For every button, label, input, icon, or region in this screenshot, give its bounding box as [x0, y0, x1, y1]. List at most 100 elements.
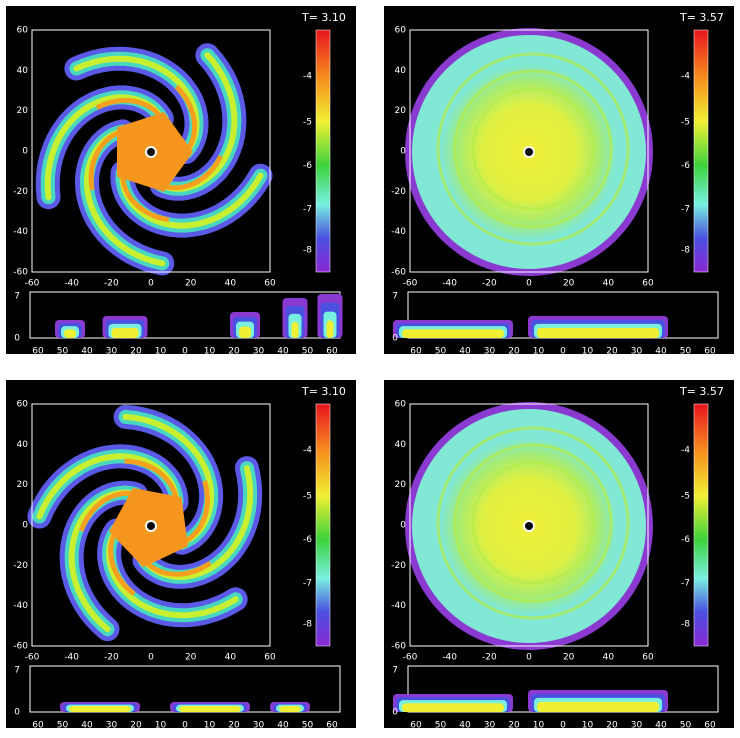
colorbar-tick-label: -7: [303, 205, 312, 215]
center-hole: [525, 148, 533, 156]
strip-y-tick-label: 7: [392, 292, 398, 302]
strip-x-tick-label: 0: [182, 347, 188, 357]
strip-x-tick-label: 60: [326, 721, 338, 731]
x-tick-label: -20: [104, 279, 119, 289]
x-tick-label: 60: [642, 279, 654, 289]
density-map: [35, 43, 273, 276]
strip-x-tick-label: 30: [631, 347, 643, 357]
x-tick-label: 60: [264, 279, 276, 289]
disk-ring: [471, 87, 595, 211]
strip-y-tick-label: 0: [14, 334, 20, 344]
colorbar-tick-label: -7: [681, 205, 690, 215]
strip-x-tick-label: 40: [655, 347, 667, 357]
strip-x-tick-label: 0: [182, 721, 188, 731]
colorbar-tick-label: -5: [681, 491, 690, 501]
time-label: T= 3.57: [679, 385, 724, 398]
time-label: T= 3.10: [301, 11, 346, 24]
x-tick-label: 40: [225, 653, 237, 663]
strip-x-tick-label: 20: [508, 347, 520, 357]
colorbar-tick-label: -8: [303, 246, 312, 256]
strip-x-tick-label: 40: [277, 347, 289, 357]
strip-x-tick-label: 60: [32, 721, 44, 731]
y-tick-label: 20: [395, 106, 407, 116]
spiral-arm: [142, 558, 212, 577]
center-hole: [147, 522, 155, 530]
strip-x-tick-label: 50: [435, 347, 447, 357]
strip-x-tick-label: 50: [57, 721, 69, 731]
x-tick-label: -60: [25, 653, 40, 663]
strip-x-tick-label: 10: [204, 721, 216, 731]
plot-frame: [31, 29, 271, 273]
strip-band: [69, 705, 131, 712]
y-tick-label: 40: [395, 66, 407, 76]
time-label: T= 3.10: [301, 385, 346, 398]
y-tick-label: -60: [391, 268, 406, 278]
strip-band: [279, 705, 301, 712]
y-tick-label: -60: [13, 268, 28, 278]
strip-band: [291, 321, 299, 338]
y-tick-label: 0: [400, 147, 406, 157]
y-tick-label: 0: [400, 521, 406, 531]
x-tick-label: 20: [563, 653, 575, 663]
strip-x-tick-label: 30: [253, 347, 265, 357]
density-map: [405, 28, 653, 276]
colorbar: [315, 403, 331, 647]
x-tick-label: -20: [482, 279, 497, 289]
y-tick-label: -40: [13, 227, 28, 237]
x-tick-label: 0: [526, 653, 532, 663]
center-hole: [147, 148, 155, 156]
disk-ring: [436, 426, 630, 620]
colorbar-tick-label: -5: [681, 117, 690, 127]
spiral-arm: [88, 128, 124, 191]
strip-x-tick-label: 30: [631, 721, 643, 731]
density-map: [27, 404, 263, 642]
strip-x-tick-label: 10: [155, 347, 167, 357]
strip-x-tick-label: 60: [704, 721, 716, 731]
strip-band: [111, 327, 139, 338]
y-tick-label: 60: [395, 26, 407, 36]
strip-y-tick-label: 0: [14, 708, 20, 718]
x-tick-label: 40: [603, 653, 615, 663]
strip-x-tick-label: 50: [435, 721, 447, 731]
colorbar-tick-label: -4: [681, 71, 690, 81]
y-tick-label: 20: [17, 480, 29, 490]
strip-x-tick-label: 60: [704, 347, 716, 357]
y-tick-label: 0: [22, 521, 28, 531]
spiral-arm: [160, 154, 224, 191]
plot-frame: [409, 403, 649, 647]
strip-x-tick-label: 40: [655, 721, 667, 731]
colorbar: [315, 29, 331, 273]
strip-y-tick-label: 7: [14, 666, 20, 676]
strip-map: [60, 702, 310, 712]
colorbar-tick-label: -5: [303, 117, 312, 127]
y-tick-label: -60: [13, 642, 28, 652]
strip-x-tick-label: 0: [560, 347, 566, 357]
colorbar-tick-label: -6: [681, 535, 690, 545]
x-tick-label: -40: [442, 279, 457, 289]
x-tick-label: 0: [526, 279, 532, 289]
y-tick-label: 60: [395, 400, 407, 410]
x-tick-label: 20: [185, 279, 197, 289]
strip-x-tick-label: 10: [533, 721, 545, 731]
spiral-arm: [174, 85, 197, 154]
strip-x-tick-label: 20: [228, 347, 240, 357]
strip-band: [402, 329, 504, 338]
strip-x-tick-label: 30: [106, 721, 118, 731]
x-tick-label: -20: [482, 653, 497, 663]
x-tick-label: 20: [563, 279, 575, 289]
y-tick-label: -40: [391, 601, 406, 611]
y-tick-label: -20: [391, 561, 406, 571]
density-map: [405, 402, 653, 650]
disk-ring: [471, 461, 595, 585]
strip-x-tick-label: 60: [410, 721, 422, 731]
colorbar-tick-label: -7: [681, 579, 690, 589]
x-tick-label: 0: [148, 279, 154, 289]
x-tick-label: 40: [225, 279, 237, 289]
colorbar-tick-label: -7: [303, 579, 312, 589]
strip-x-tick-label: 60: [326, 347, 338, 357]
disk-ring: [453, 69, 613, 229]
